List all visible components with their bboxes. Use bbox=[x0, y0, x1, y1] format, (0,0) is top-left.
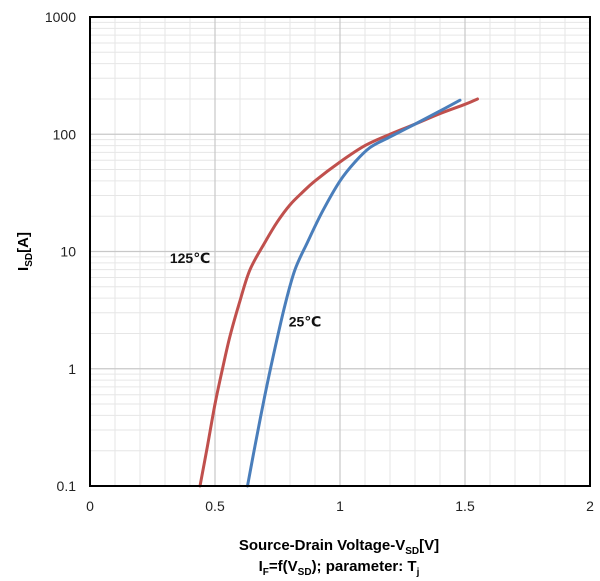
y-tick-label: 100 bbox=[53, 126, 77, 142]
y-tick-label: 1 bbox=[68, 361, 76, 377]
x-tick-label: 1.5 bbox=[455, 498, 475, 514]
caption-current-sub: F bbox=[263, 567, 269, 578]
plot-frame bbox=[89, 16, 591, 487]
caption-function: =f(V bbox=[269, 558, 298, 575]
series-label-0: 125℃ bbox=[170, 250, 210, 266]
caption-parameter: ); parameter: T bbox=[312, 558, 417, 575]
x-axis-label-main: Source-Drain Voltage-V bbox=[239, 537, 405, 554]
y-tick-labels: 0.1 1 10 100 1000 bbox=[45, 9, 76, 494]
series-layer bbox=[198, 97, 479, 488]
y-axis-label-unit: [A] bbox=[15, 232, 32, 253]
series-line-1 bbox=[246, 98, 462, 488]
x-tick-labels: 0 0.5 1 1.5 2 bbox=[86, 498, 594, 514]
y-tick-label: 10 bbox=[60, 244, 76, 260]
chart-caption: IF=f(VSD); parameter: Tj bbox=[259, 558, 420, 578]
y-axis-label: ISD[A] bbox=[15, 232, 35, 271]
caption-function-sub: SD bbox=[298, 567, 312, 578]
y-axis-label-main: I bbox=[15, 267, 32, 271]
y-tick-label: 0.1 bbox=[57, 478, 77, 494]
x-tick-label: 1 bbox=[336, 498, 344, 514]
series-labels: 125℃ 25℃ bbox=[170, 250, 321, 329]
y-tick-label: 1000 bbox=[45, 9, 76, 25]
x-axis-label-unit: [V] bbox=[419, 537, 439, 554]
y-axis-label-sub: SD bbox=[24, 253, 35, 267]
caption-parameter-sub: j bbox=[416, 567, 420, 578]
x-tick-label: 2 bbox=[586, 498, 594, 514]
x-tick-label: 0 bbox=[86, 498, 94, 514]
x-axis-label-sub: SD bbox=[405, 546, 419, 557]
x-tick-label: 0.5 bbox=[205, 498, 225, 514]
caption-current: I bbox=[259, 558, 263, 575]
x-axis-label: Source-Drain Voltage-VSD[V] bbox=[239, 537, 439, 557]
series-label-1: 25℃ bbox=[289, 313, 322, 329]
